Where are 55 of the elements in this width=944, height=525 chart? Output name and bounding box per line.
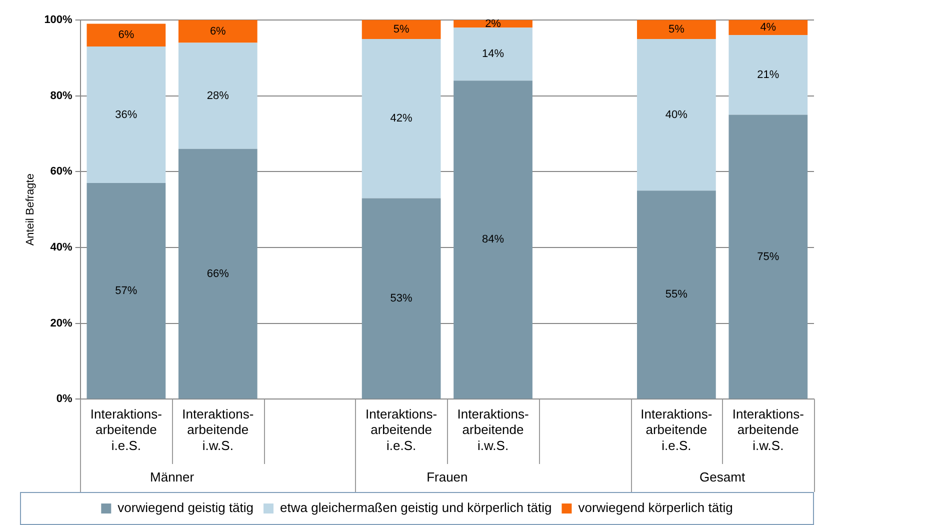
- data-label: 4%: [760, 22, 776, 34]
- text: Frauen: [426, 470, 468, 485]
- data-label: 42%: [390, 112, 413, 125]
- data-label: 55%: [665, 288, 688, 301]
- y-tick-label: 80%: [50, 90, 73, 102]
- y-tick-label: 20%: [50, 317, 73, 330]
- x-tick-label: Interaktions-arbeitende i.e.S.: [90, 406, 162, 453]
- y-tick-label: 100%: [44, 14, 73, 26]
- data-label: 14%: [482, 48, 504, 60]
- legend-label: etwa gleichermaßen geistig und körperlich tätig: [280, 500, 552, 516]
- data-label: 5%: [668, 24, 685, 36]
- bar: [728, 35, 808, 115]
- data-label: 36%: [115, 108, 138, 121]
- bar: [637, 190, 716, 399]
- legend-label: vorwiegend körperlich tätig: [578, 500, 733, 516]
- data-label: 28%: [206, 90, 230, 102]
- bar: [728, 20, 808, 36]
- y-axis-title: Anteil Befragte: [24, 174, 37, 246]
- data-label: 6%: [210, 25, 226, 38]
- x-tick-label: Interaktions-arbeitende i.e.S.: [640, 406, 712, 453]
- data-label: 84%: [482, 234, 504, 246]
- bar: [178, 20, 258, 43]
- x-tick-label: Interaktions-arbeitende i.w.S.: [457, 406, 529, 453]
- bar: [637, 20, 716, 39]
- x-tick-label: Interaktions-arbeitende i.e.S.: [366, 406, 438, 453]
- data-label: 6%: [118, 29, 134, 42]
- bar: [728, 114, 808, 399]
- text: Gesamt: [700, 470, 746, 485]
- bar: [637, 38, 716, 191]
- x-tick-label: Interaktions-arbeitende i.w.S.: [182, 406, 254, 453]
- data-label: 21%: [757, 69, 780, 82]
- legend-label: vorwiegend geistig tätig: [118, 500, 254, 516]
- y-tick-label: 0%: [56, 393, 73, 406]
- y-tick-label: 60%: [50, 166, 73, 178]
- bar: [454, 20, 532, 28]
- bar: [178, 148, 258, 399]
- bar: [362, 20, 441, 39]
- bar: [454, 80, 532, 399]
- bar: [178, 42, 258, 149]
- data-label: 40%: [665, 108, 688, 121]
- bar: [362, 198, 441, 399]
- data-label: 5%: [393, 24, 410, 36]
- bar: [362, 38, 441, 198]
- x-tick-label: Interaktions-arbeitende i.w.S.: [732, 406, 804, 453]
- bar: [86, 24, 166, 47]
- bar: [454, 28, 532, 81]
- y-tick-label: 40%: [50, 242, 73, 254]
- bar: [86, 183, 166, 399]
- bar: [86, 46, 166, 184]
- data-label: 66%: [206, 268, 230, 280]
- data-label: 53%: [390, 292, 413, 304]
- data-label: 2%: [485, 18, 502, 30]
- text: Männer: [150, 470, 195, 485]
- data-label: 75%: [757, 250, 780, 263]
- data-label: 57%: [115, 284, 138, 297]
